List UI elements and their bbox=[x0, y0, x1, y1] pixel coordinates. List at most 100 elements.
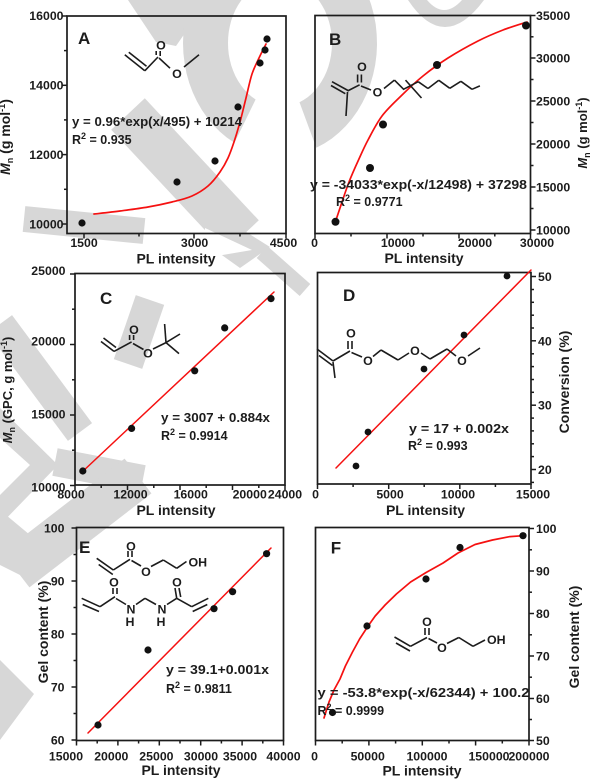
svg-text:12000: 12000 bbox=[113, 488, 147, 502]
svg-text:24000: 24000 bbox=[268, 488, 302, 502]
svg-text:90: 90 bbox=[536, 565, 550, 579]
svg-text:Gel content (%): Gel content (%) bbox=[566, 586, 582, 689]
svg-text:N: N bbox=[158, 603, 167, 617]
svg-text:30: 30 bbox=[538, 399, 552, 413]
svg-text:O: O bbox=[141, 565, 151, 579]
svg-text:35000: 35000 bbox=[223, 750, 257, 764]
svg-text:R2 = 0.9811: R2 = 0.9811 bbox=[166, 680, 232, 696]
svg-text:O: O bbox=[129, 323, 139, 337]
svg-text:PL intensity: PL intensity bbox=[386, 502, 465, 518]
svg-text:A: A bbox=[78, 29, 90, 48]
svg-text:100000: 100000 bbox=[406, 750, 447, 764]
svg-text:E: E bbox=[79, 538, 90, 557]
svg-text:R2 = 0.9999: R2 = 0.9999 bbox=[318, 702, 385, 718]
svg-text:90: 90 bbox=[51, 574, 65, 588]
svg-text:50000: 50000 bbox=[351, 750, 385, 764]
svg-text:N: N bbox=[127, 603, 136, 617]
svg-text:Conversion (%): Conversion (%) bbox=[556, 331, 572, 434]
svg-text:H: H bbox=[126, 615, 135, 629]
svg-text:15000: 15000 bbox=[516, 488, 550, 502]
svg-text:y = 0.96*exp(x/495) + 10214: y = 0.96*exp(x/495) + 10214 bbox=[72, 115, 242, 129]
svg-text:15000: 15000 bbox=[536, 181, 570, 195]
svg-text:30000: 30000 bbox=[536, 52, 570, 66]
svg-text:O: O bbox=[109, 576, 119, 590]
svg-text:C: C bbox=[100, 289, 112, 308]
svg-text:35000: 35000 bbox=[536, 9, 570, 23]
svg-text:1500: 1500 bbox=[70, 236, 98, 250]
svg-text:O: O bbox=[363, 354, 373, 368]
svg-text:8000: 8000 bbox=[57, 488, 85, 502]
svg-text:50: 50 bbox=[538, 270, 552, 284]
svg-text:30000: 30000 bbox=[184, 750, 218, 764]
svg-text:100: 100 bbox=[536, 522, 557, 536]
svg-text:30000: 30000 bbox=[520, 236, 554, 250]
svg-text:16000: 16000 bbox=[174, 488, 208, 502]
svg-text:10000: 10000 bbox=[441, 488, 475, 502]
svg-text:D: D bbox=[343, 286, 355, 305]
svg-text:20000: 20000 bbox=[233, 488, 267, 502]
svg-text:15000: 15000 bbox=[31, 407, 65, 421]
svg-text:0: 0 bbox=[311, 236, 318, 250]
svg-text:12000: 12000 bbox=[29, 148, 63, 162]
svg-text:Gel content (%): Gel content (%) bbox=[35, 581, 51, 684]
svg-text:O: O bbox=[346, 327, 356, 341]
svg-text:80: 80 bbox=[51, 627, 65, 641]
svg-text:B: B bbox=[329, 30, 341, 49]
svg-text:PL intensity: PL intensity bbox=[136, 251, 215, 267]
svg-text:PL intensity: PL intensity bbox=[382, 763, 461, 779]
svg-text:10000: 10000 bbox=[31, 480, 65, 494]
svg-text:80: 80 bbox=[536, 607, 550, 621]
svg-text:y = -53.8*exp(-x/62344) + 100.: y = -53.8*exp(-x/62344) + 100.2 bbox=[318, 685, 530, 700]
svg-text:y = 3007 + 0.884x: y = 3007 + 0.884x bbox=[161, 411, 270, 425]
svg-text:y = -34033*exp(-x/12498) + 372: y = -34033*exp(-x/12498) + 37298 bbox=[310, 177, 527, 192]
svg-text:Mn (g mol-1): Mn (g mol-1) bbox=[574, 97, 592, 168]
svg-text:5000: 5000 bbox=[376, 488, 404, 502]
svg-text:O: O bbox=[410, 344, 420, 358]
svg-text:PL intensity: PL intensity bbox=[384, 250, 463, 266]
svg-text:H: H bbox=[157, 615, 166, 629]
svg-text:y = 17 + 0.002x: y = 17 + 0.002x bbox=[409, 421, 510, 436]
svg-text:O: O bbox=[373, 86, 383, 100]
svg-text:10000: 10000 bbox=[29, 217, 63, 231]
svg-text:100: 100 bbox=[44, 521, 65, 535]
svg-text:O: O bbox=[437, 641, 447, 655]
svg-text:16000: 16000 bbox=[29, 9, 63, 23]
svg-text:O: O bbox=[457, 354, 467, 368]
svg-text:20000: 20000 bbox=[536, 138, 570, 152]
svg-text:PL intensity: PL intensity bbox=[136, 502, 215, 518]
svg-text:OH: OH bbox=[189, 556, 208, 570]
svg-text:F: F bbox=[331, 539, 341, 558]
svg-text:O: O bbox=[357, 60, 367, 74]
svg-text:60: 60 bbox=[51, 733, 65, 747]
svg-text:O: O bbox=[156, 39, 166, 53]
svg-text:3000: 3000 bbox=[181, 236, 209, 250]
svg-text:25000: 25000 bbox=[31, 264, 65, 278]
svg-text:R2 = 0.993: R2 = 0.993 bbox=[408, 437, 468, 453]
svg-text:Mn (g mol-1): Mn (g mol-1) bbox=[0, 99, 15, 175]
svg-text:25000: 25000 bbox=[139, 750, 173, 764]
svg-text:20000: 20000 bbox=[94, 750, 128, 764]
svg-text:20000: 20000 bbox=[31, 334, 65, 348]
svg-text:20000: 20000 bbox=[458, 236, 492, 250]
svg-text:O: O bbox=[172, 67, 182, 81]
svg-text:PL intensity: PL intensity bbox=[141, 762, 220, 778]
svg-text:OH: OH bbox=[487, 633, 506, 647]
svg-text:O: O bbox=[143, 347, 153, 361]
svg-text:25000: 25000 bbox=[536, 95, 570, 109]
svg-text:50: 50 bbox=[536, 734, 550, 748]
svg-text:y = 39.1+0.001x: y = 39.1+0.001x bbox=[166, 662, 270, 677]
svg-text:40: 40 bbox=[538, 334, 552, 348]
svg-text:70: 70 bbox=[536, 650, 550, 664]
svg-text:R2 = 0.9771: R2 = 0.9771 bbox=[336, 193, 403, 209]
svg-text:4500: 4500 bbox=[270, 236, 298, 250]
svg-text:10000: 10000 bbox=[381, 236, 415, 250]
svg-text:0: 0 bbox=[312, 488, 319, 502]
svg-text:15000: 15000 bbox=[49, 750, 83, 764]
svg-text:10000: 10000 bbox=[536, 224, 570, 238]
svg-text:O: O bbox=[422, 615, 432, 629]
svg-text:20: 20 bbox=[538, 463, 552, 477]
svg-text:70: 70 bbox=[51, 680, 65, 694]
svg-text:40000: 40000 bbox=[266, 750, 300, 764]
svg-text:O: O bbox=[126, 540, 136, 554]
svg-text:0: 0 bbox=[311, 750, 318, 764]
